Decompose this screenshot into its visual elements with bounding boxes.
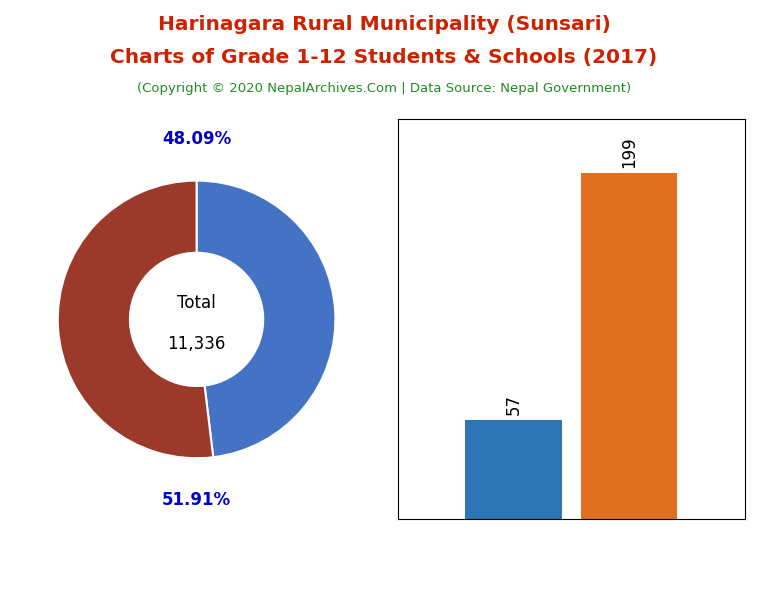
Wedge shape [197, 180, 336, 457]
Text: Charts of Grade 1-12 Students & Schools (2017): Charts of Grade 1-12 Students & Schools … [111, 48, 657, 67]
Text: Total: Total [177, 294, 216, 312]
Text: 57: 57 [505, 394, 522, 415]
Text: (Copyright © 2020 NepalArchives.Com | Data Source: Nepal Government): (Copyright © 2020 NepalArchives.Com | Da… [137, 82, 631, 96]
Text: 199: 199 [621, 137, 638, 168]
Text: 48.09%: 48.09% [162, 130, 231, 148]
Bar [581, 173, 677, 519]
Text: Harinagara Rural Municipality (Sunsari): Harinagara Rural Municipality (Sunsari) [157, 15, 611, 34]
Bar [465, 420, 561, 519]
Wedge shape [58, 180, 214, 458]
Text: 51.91%: 51.91% [162, 491, 231, 509]
Text: 11,336: 11,336 [167, 336, 226, 353]
